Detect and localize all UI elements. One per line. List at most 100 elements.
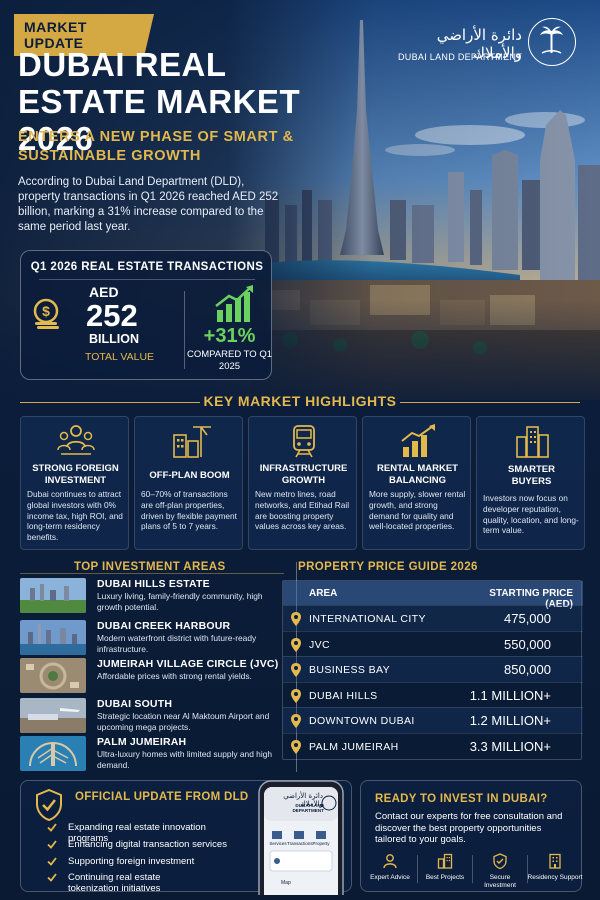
q1-unit: BILLION bbox=[89, 332, 139, 346]
phone-tab-transactions[interactable]: Transactions bbox=[287, 841, 313, 846]
area-description: Strategic location near Al Maktoum Airpo… bbox=[97, 711, 270, 732]
area-thumbnail bbox=[20, 620, 86, 655]
area-name: DUBAI CREEK HARBOUR bbox=[97, 620, 231, 632]
location-pin-icon bbox=[291, 663, 301, 677]
phone-tab-services[interactable]: Services bbox=[269, 841, 287, 846]
table-row: INTERNATIONAL CITY 475,000 bbox=[283, 605, 583, 631]
check-icon bbox=[47, 840, 57, 849]
areas-title-rule bbox=[20, 573, 284, 574]
official-update-title: OFFICIAL UPDATE FROM DLD bbox=[75, 791, 249, 803]
phone-header-arabic: دائرة الأراضي والأملاك bbox=[283, 792, 323, 808]
row-price: 550,000 bbox=[504, 636, 551, 652]
row-price: 850,000 bbox=[504, 662, 551, 677]
q1-value-label: TOTAL VALUE bbox=[85, 351, 155, 363]
row-price: 1.1 MILLION+ bbox=[469, 687, 551, 703]
q1-currency: AED bbox=[89, 284, 119, 300]
dld-logo: دائرة الأراضي والأملاك DUBAI LAND DEPART… bbox=[398, 18, 588, 70]
construction-crane-icon bbox=[169, 423, 211, 459]
highlight-card-off-plan: OFF-PLAN BOOM 60–70% of transactions are… bbox=[134, 416, 243, 550]
q1-card-divider bbox=[39, 279, 255, 280]
area-description: Affordable prices with strong rental yie… bbox=[97, 671, 252, 681]
area-item-dubai-south: DUBAI SOUTH Strategic location near Al M… bbox=[20, 698, 284, 734]
person-advice-icon bbox=[382, 853, 398, 869]
coins-icon: $ bbox=[31, 297, 65, 331]
highlights-header: KEY MARKET HIGHLIGHTS bbox=[0, 393, 600, 411]
support-building-icon bbox=[547, 853, 563, 869]
highlights-title: KEY MARKET HIGHLIGHTS bbox=[203, 393, 397, 409]
price-guide-table: AREA STARTING PRICE (AED) INTERNATIONAL … bbox=[282, 580, 583, 760]
area-thumbnail bbox=[20, 698, 86, 733]
official-update-text: Continuing real estate tokenization init… bbox=[68, 872, 161, 894]
dld-logo-english: DUBAI LAND DEPARTMENT bbox=[398, 52, 522, 62]
q1-value: 252 bbox=[86, 298, 138, 333]
q1-card-title: Q1 2026 REAL ESTATE TRANSACTIONS bbox=[30, 261, 264, 273]
cta-separator bbox=[527, 855, 528, 883]
price-guide-title: PROPERTY PRICE GUIDE 2026 bbox=[298, 561, 478, 573]
area-item-palm-jumeirah: PALM JUMEIRAH Ultra-luxury homes with li… bbox=[20, 736, 284, 772]
q1-transactions-card: Q1 2026 REAL ESTATE TRANSACTIONS $ AED 2… bbox=[20, 250, 272, 380]
cta-feature-label: Secure Investment bbox=[484, 874, 516, 889]
highlight-description: Dubai continues to attract global invest… bbox=[27, 489, 123, 543]
shield-check-icon bbox=[35, 788, 63, 822]
cta-feature-label: Residency Support bbox=[527, 874, 583, 881]
header-area: AREA bbox=[309, 588, 338, 599]
cta-title: READY TO INVEST IN DUBAI? bbox=[375, 793, 548, 805]
phone-header-english: DUBAI LAND DEPARTMENT bbox=[292, 803, 324, 813]
areas-title: TOP INVESTMENT AREAS bbox=[74, 561, 226, 573]
cta-feature-best-projects: Best Projects bbox=[418, 849, 472, 889]
area-thumbnail bbox=[20, 736, 86, 771]
table-row: DOWNTOWN DUBAI 1.2 MILLION+ bbox=[283, 707, 583, 733]
highlights-rule-right bbox=[400, 402, 580, 403]
row-price: 3.3 MILLION+ bbox=[469, 738, 551, 754]
area-name: JUMEIRAH VILLAGE CIRCLE (JVC) bbox=[97, 658, 279, 670]
area-item-dubai-hills: DUBAI HILLS ESTATE Luxury living, family… bbox=[20, 578, 284, 614]
location-pin-icon bbox=[291, 688, 301, 703]
phone-mockup: دائرة الأراضي والأملاك DUBAI LAND DEPART… bbox=[243, 777, 353, 895]
highlights-rule-left bbox=[20, 402, 200, 403]
q1-card-separator bbox=[184, 291, 185, 369]
area-description: Modern waterfront district with future-r… bbox=[97, 633, 257, 654]
intro-paragraph: According to Dubai Land Department (DLD)… bbox=[18, 176, 279, 233]
row-area: BUSINESS BAY bbox=[309, 664, 391, 676]
phone-tab-property[interactable]: Property bbox=[312, 841, 330, 846]
cta-separator bbox=[472, 855, 473, 883]
svg-text:$: $ bbox=[42, 303, 50, 319]
check-icon bbox=[47, 857, 57, 866]
cta-feature-label: Best Projects bbox=[425, 874, 465, 881]
location-pin-icon bbox=[291, 612, 301, 626]
rising-bars-icon bbox=[397, 423, 439, 459]
area-description: Ultra-luxury homes with limited supply a… bbox=[97, 749, 273, 770]
market-update-badge: MARKET UPDATE bbox=[14, 14, 154, 56]
table-row: PALM JUMEIRAH 3.3 MILLION+ bbox=[283, 732, 583, 759]
official-update-text: Supporting foreign investment bbox=[68, 856, 195, 867]
row-area: INTERNATIONAL CITY bbox=[309, 613, 426, 625]
check-icon bbox=[47, 823, 57, 832]
area-name: DUBAI SOUTH bbox=[97, 698, 173, 710]
people-group-icon bbox=[55, 423, 97, 459]
row-area: DUBAI HILLS bbox=[309, 689, 378, 702]
cta-separator bbox=[417, 855, 418, 883]
palm-emblem-icon bbox=[528, 18, 576, 66]
dld-logo-arabic: دائرة الأراضي والأملاك bbox=[436, 26, 522, 62]
highlight-card-smarter-buyers: SMARTER BUYERS Investors now focus on de… bbox=[476, 416, 585, 550]
highlight-description: 60–70% of transactions are off-plan prop… bbox=[141, 489, 237, 532]
highlight-title: RENTAL MARKET BALANCING bbox=[377, 463, 458, 486]
header-price: STARTING PRICE (AED) bbox=[489, 588, 573, 610]
location-pin-icon bbox=[291, 739, 301, 754]
highlight-card-infrastructure: INFRASTRUCTURE GROWTH New metro lines, r… bbox=[248, 416, 357, 550]
cta-feature-label: Expert Advice bbox=[370, 874, 410, 881]
area-item-creek-harbour: DUBAI CREEK HARBOUR Modern waterfront di… bbox=[20, 620, 284, 656]
table-row: BUSINESS BAY 850,000 bbox=[283, 656, 583, 682]
growth-chart-icon bbox=[213, 284, 255, 324]
area-name: PALM JUMEIRAH bbox=[97, 736, 187, 748]
highlight-title: STRONG FOREIGN INVESTMENT bbox=[32, 463, 119, 486]
row-area: JVC bbox=[309, 638, 331, 651]
phone-map-label[interactable]: Map bbox=[281, 880, 291, 886]
row-price: 1.2 MILLION+ bbox=[469, 713, 551, 728]
buildings-icon bbox=[437, 853, 453, 869]
cta-feature-secure-investment: Secure Investment bbox=[473, 849, 527, 889]
row-area: DOWNTOWN DUBAI bbox=[309, 715, 415, 727]
area-description: Luxury living, family-friendly community… bbox=[97, 591, 263, 612]
table-row: JVC 550,000 bbox=[283, 630, 583, 657]
